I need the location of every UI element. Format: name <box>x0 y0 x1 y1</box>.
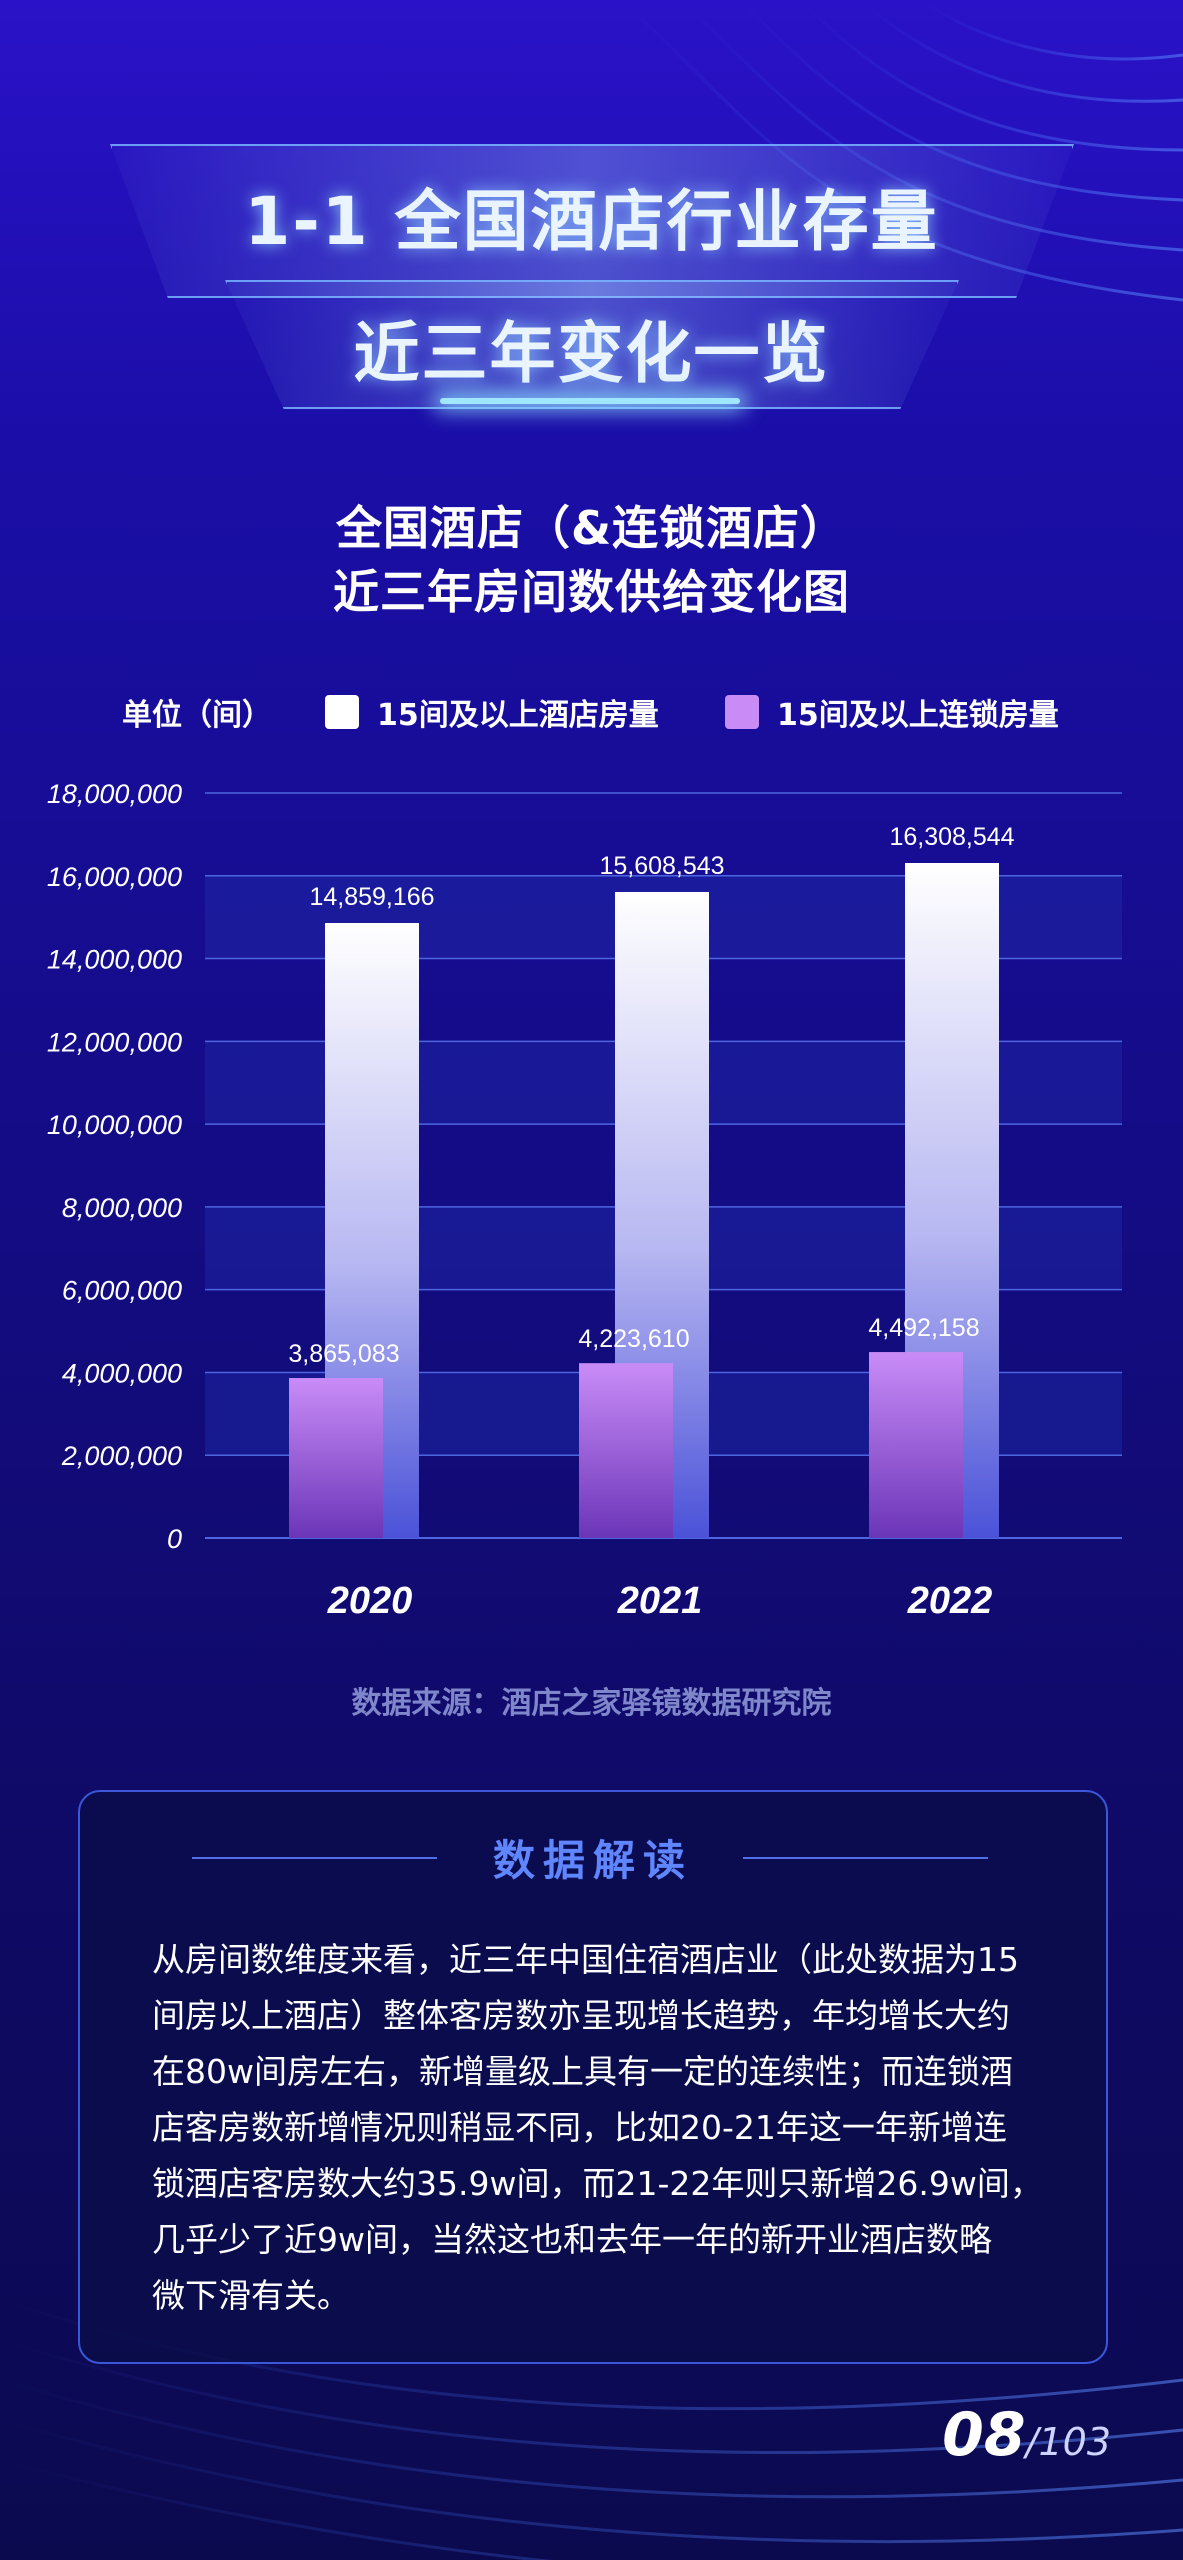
bar-chart: 0 2,000,000 4,000,000 6,000,000 8,000,000 10,… <box>47 779 1122 1622</box>
legend-item-chain-rooms: 15间及以上连锁房量 <box>725 690 1059 734</box>
legend-item-hotel-rooms: 15间及以上酒店房量 <box>325 690 659 734</box>
page-number-current: 08 <box>942 2400 1026 2470</box>
y-tick-label: 18,000,000 <box>47 779 182 809</box>
header-banner: 1-1 全国酒店行业存量 近三年变化一览 <box>0 130 1183 420</box>
data-interpretation-card: 数据解读 从房间数维度来看，近三年中国住宿酒店业（此处数据为15 间房以上酒店）… <box>78 1790 1108 2364</box>
data-label-chain-rooms-2021: 4,223,610 <box>578 1325 689 1353</box>
y-tick-label: 2,000,000 <box>61 1441 182 1471</box>
chart-title-line1: 全国酒店（&连锁酒店） <box>335 501 848 555</box>
data-label-hotel-rooms-2021: 15,608,543 <box>599 852 724 880</box>
x-tick-label-2020: 2020 <box>327 1580 413 1622</box>
data-label-chain-rooms-2022: 4,492,158 <box>868 1314 979 1342</box>
page-number-total: /103 <box>1025 2420 1111 2464</box>
y-tick-label: 6,000,000 <box>62 1276 182 1306</box>
legend-swatch-hotel-rooms <box>325 695 359 729</box>
card-body-line: 在80w间房左右，新增量级上具有一定的连续性；而连锁酒 <box>152 2052 1013 2091</box>
legend-swatch-chain-rooms <box>725 695 759 729</box>
y-tick-label: 10,000,000 <box>47 1110 182 1140</box>
x-tick-label-2022: 2022 <box>907 1580 993 1622</box>
y-tick-label: 8,000,000 <box>62 1193 182 1223</box>
card-body-line: 从房间数维度来看，近三年中国住宿酒店业（此处数据为15 <box>152 1940 1019 1979</box>
data-source-note: 数据来源：酒店之家驿镜数据研究院 <box>351 1686 832 1721</box>
chart-title-line2: 近三年房间数供给变化图 <box>333 565 850 619</box>
data-label-hotel-rooms-2020: 14,859,166 <box>309 883 434 911</box>
legend-unit-label: 单位（间） <box>122 698 272 733</box>
legend-label-hotel-rooms: 15间及以上酒店房量 <box>377 698 659 733</box>
header-title-line1: 1-1 全国酒店行业存量 <box>244 183 939 260</box>
card-body-line: 店客房数新增情况则稍显不同，比如20-21年这一年新增连 <box>152 2108 1007 2147</box>
page-number: 08 /103 <box>942 2400 1111 2470</box>
card-body-line: 间房以上酒店）整体客房数亦呈现增长趋势，年均增长大约 <box>152 1996 1010 2035</box>
header-banner-bottom-frame <box>225 280 959 409</box>
card-heading: 数据解读 <box>492 1836 693 1885</box>
data-label-chain-rooms-2020: 3,865,083 <box>288 1340 399 1368</box>
data-label-hotel-rooms-2022: 16,308,544 <box>889 823 1014 851</box>
card-body-text: 从房间数维度来看，近三年中国住宿酒店业（此处数据为15 间房以上酒店）整体客房数… <box>152 1932 1052 2324</box>
x-tick-label-2021: 2021 <box>617 1580 703 1622</box>
card-body-line: 几乎少了近9w间，当然这也和去年一年的新开业酒店数略 <box>152 2220 992 2259</box>
y-tick-label: 16,000,000 <box>47 862 182 892</box>
bar-chain-rooms-2022 <box>869 1352 963 1538</box>
y-tick-label: 12,000,000 <box>47 1027 182 1057</box>
card-header-line-left <box>192 1857 437 1859</box>
card-header-line-right <box>743 1857 988 1859</box>
y-tick-label: 0 <box>167 1524 182 1554</box>
legend-label-chain-rooms: 15间及以上连锁房量 <box>777 698 1059 733</box>
card-header: 数据解读 <box>80 1827 1106 1887</box>
header-title-line2: 近三年变化一览 <box>353 315 830 392</box>
header-glow-bar <box>440 398 740 404</box>
y-tick-label: 4,000,000 <box>62 1358 182 1388</box>
card-body-line: 微下滑有关。 <box>152 2276 350 2315</box>
bar-chain-rooms-2021 <box>579 1363 673 1538</box>
y-tick-label: 14,000,000 <box>47 945 182 975</box>
header-banner-top-frame <box>110 144 1074 298</box>
bar-chain-rooms-2020 <box>289 1378 383 1538</box>
card-body-line: 锁酒店客房数大约35.9w间，而21-22年则只新增26.9w间， <box>152 2164 1043 2203</box>
